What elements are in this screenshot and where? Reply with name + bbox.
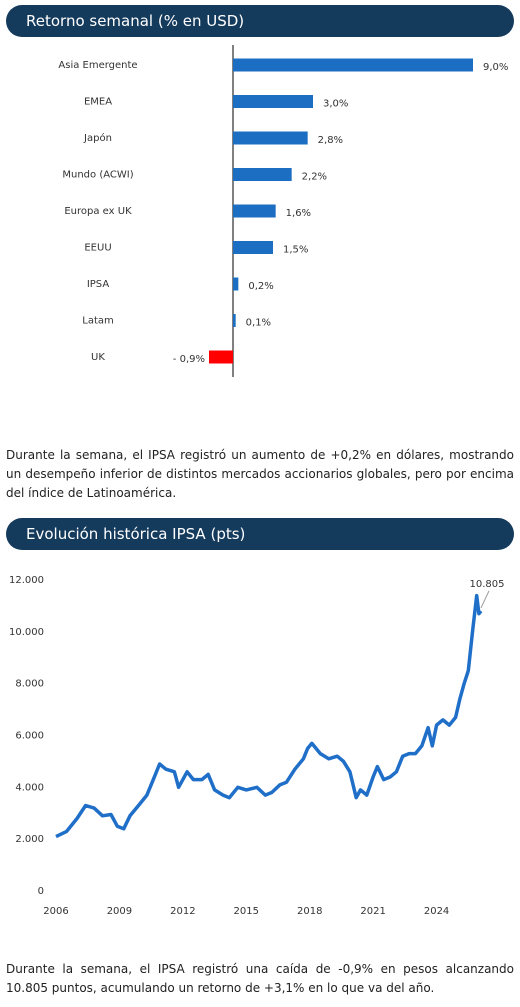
y-tick-label: 4.000	[15, 782, 44, 793]
x-tick-label: 2021	[360, 906, 385, 917]
x-tick-label: 2006	[43, 906, 68, 917]
value-label: 1,6%	[286, 208, 311, 219]
x-tick-label: 2015	[234, 906, 259, 917]
line-chart: 0 2.000 4.000 6.000 8.000 10.000 12.000 2006 200…	[9, 575, 504, 917]
paragraph: Durante la semana, el IPSA registró un a…	[6, 448, 514, 500]
section-banner: Evolución histórica IPSA (pts)	[6, 518, 514, 550]
bar	[233, 241, 273, 254]
bar	[233, 204, 276, 218]
bar	[233, 168, 292, 181]
bar	[233, 95, 313, 108]
annotation: 10.805	[469, 579, 504, 590]
y-tick-label: 10.000	[9, 627, 44, 638]
value-label: 3,0%	[323, 99, 348, 110]
bar	[209, 350, 233, 364]
category-label: Mundo (ACWI)	[62, 170, 133, 181]
value-label: 0,1%	[246, 318, 271, 329]
x-tick-label: 2024	[424, 906, 449, 917]
category-label: Europa ex UK	[64, 206, 132, 217]
value-label: - 0,9%	[173, 354, 205, 365]
value-label: 2,8%	[318, 135, 343, 146]
x-tick-label: 2018	[297, 906, 322, 917]
value-label: 0,2%	[248, 281, 273, 292]
x-tick-label: 2009	[107, 906, 132, 917]
category-label: Asia Emergente	[58, 60, 137, 71]
category-label: EMEA	[84, 97, 112, 108]
bar-chart: Asia Emergente 9,0% EMEA 3,0% Japón 2,8% Mundo…	[58, 45, 508, 377]
value-label: 1,5%	[283, 245, 308, 256]
category-label: Latam	[82, 316, 114, 327]
y-tick-label: 6.000	[15, 731, 44, 742]
x-tick-label: 2012	[170, 906, 195, 917]
value-label: 2,2%	[302, 172, 327, 183]
y-tick-label: 8.000	[15, 679, 44, 690]
category-label: UK	[91, 352, 105, 363]
paragraph: Durante la semana, el IPSA registró una …	[6, 962, 514, 995]
bar	[233, 314, 236, 327]
line	[55, 593, 483, 839]
y-tick-label: 12.000	[9, 575, 44, 586]
section-banner: Retorno semanal (% en USD)	[6, 5, 514, 37]
bar	[233, 58, 473, 72]
y-tick-label: 2.000	[15, 834, 44, 845]
category-label: EEUU	[84, 243, 111, 254]
y-tick-label: 0	[38, 886, 44, 897]
category-label: IPSA	[87, 279, 110, 290]
value-label: 9,0%	[483, 62, 508, 73]
category-label: Japón	[83, 132, 112, 144]
bar	[233, 277, 239, 291]
bar	[233, 131, 308, 145]
annotation-leader	[480, 590, 490, 609]
